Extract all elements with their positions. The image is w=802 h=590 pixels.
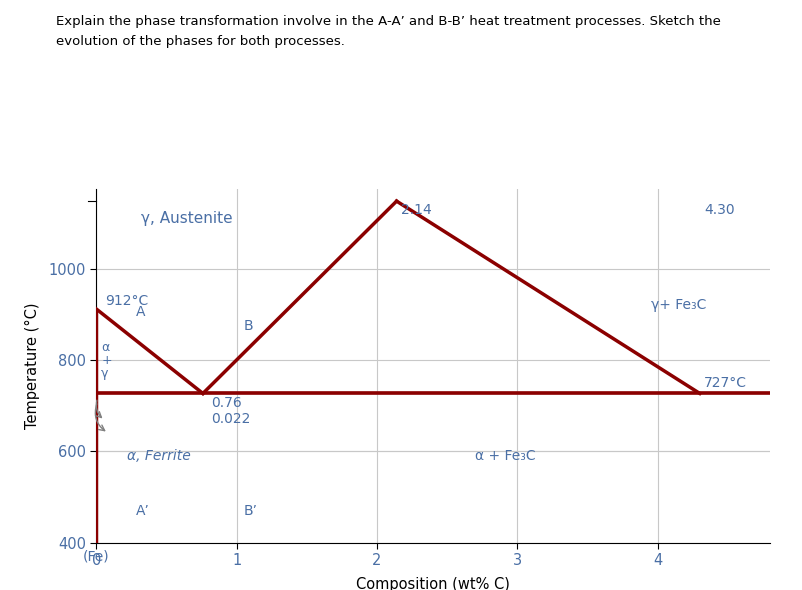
Text: 4.30: 4.30 bbox=[704, 204, 735, 217]
Text: γ+ Fe₃C: γ+ Fe₃C bbox=[650, 299, 706, 312]
Text: A’: A’ bbox=[136, 504, 149, 518]
X-axis label: Composition (wt% C): Composition (wt% C) bbox=[356, 576, 510, 590]
Text: B: B bbox=[244, 319, 253, 333]
Text: 2.14: 2.14 bbox=[401, 204, 431, 217]
Y-axis label: Temperature (°C): Temperature (°C) bbox=[25, 303, 40, 429]
Text: α
+
γ: α + γ bbox=[101, 340, 111, 379]
Text: α + Fe₃C: α + Fe₃C bbox=[475, 449, 536, 463]
Text: evolution of the phases for both processes.: evolution of the phases for both process… bbox=[56, 35, 345, 48]
Text: 912°C: 912°C bbox=[104, 294, 148, 308]
Text: α, Ferrite: α, Ferrite bbox=[127, 449, 191, 463]
Text: B’: B’ bbox=[244, 504, 257, 518]
Text: A: A bbox=[136, 305, 145, 319]
Text: 0.022: 0.022 bbox=[212, 412, 251, 426]
Text: Explain the phase transformation involve in the A-A’ and B-B’ heat treatment pro: Explain the phase transformation involve… bbox=[56, 15, 721, 28]
Text: (Fe): (Fe) bbox=[83, 550, 110, 563]
Text: 727°C: 727°C bbox=[704, 376, 747, 390]
Text: 0.76: 0.76 bbox=[212, 396, 242, 410]
Text: γ, Austenite: γ, Austenite bbox=[141, 211, 233, 226]
